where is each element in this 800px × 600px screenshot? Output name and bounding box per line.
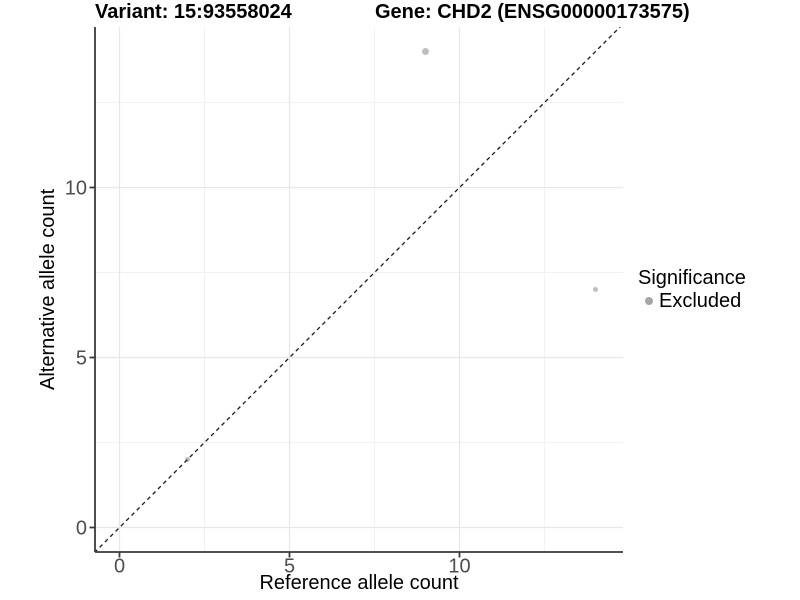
x-tick-label: 0 xyxy=(114,556,125,578)
y-axis-title: Alternative allele count xyxy=(37,188,59,391)
y-tick-label: 10 xyxy=(65,178,87,200)
plot-title-gene: Gene: CHD2 (ENSG00000173575) xyxy=(375,1,690,23)
y-tick-label: 5 xyxy=(76,348,87,370)
x-tick-label: 10 xyxy=(448,556,470,578)
x-tick-label: 5 xyxy=(284,556,295,578)
panel-background xyxy=(95,27,623,552)
plot-title-variant: Variant: 15:93558024 xyxy=(95,1,292,23)
legend-title: Significance xyxy=(638,267,746,289)
legend-key-dot-icon xyxy=(645,297,653,305)
identity-dashed-line xyxy=(95,27,621,552)
legend: Significance Excluded xyxy=(638,266,746,312)
legend-item-excluded: Excluded xyxy=(638,290,746,312)
data-point xyxy=(593,287,598,292)
data-point xyxy=(422,48,429,55)
y-tick-label: 0 xyxy=(76,518,87,540)
legend-item-label: Excluded xyxy=(659,290,742,312)
x-axis-title: Reference allele count xyxy=(259,572,459,594)
